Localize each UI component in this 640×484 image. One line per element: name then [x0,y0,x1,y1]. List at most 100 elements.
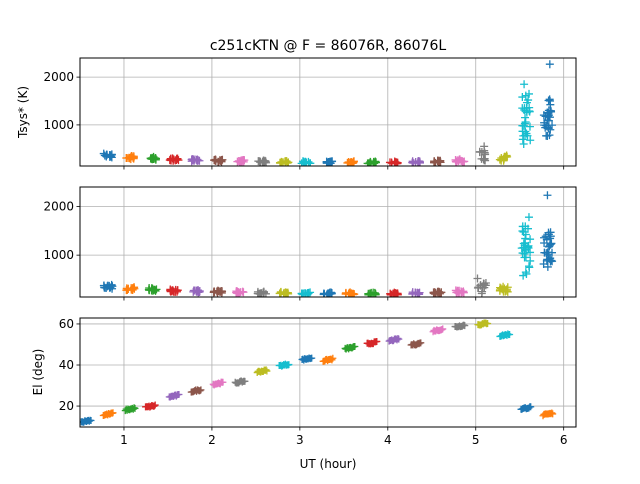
tsys-marker [303,289,312,297]
tsys-marker [148,154,157,163]
x-tick-label: 3 [296,433,304,447]
el-marker [262,366,270,374]
el-marker [506,331,514,339]
tsys-marker [521,230,530,239]
el-marker [263,367,271,375]
tsys-marker [148,284,157,293]
el-marker [151,401,159,409]
el-marker [131,404,139,412]
tsys-marker [525,89,534,98]
tsys-marker [283,289,292,297]
el-marker [439,325,447,333]
tsys-marker [325,157,334,166]
tsys-marker [107,150,116,159]
el-marker [285,361,293,369]
tsys-marker [525,107,534,116]
tsys-marker [190,156,199,165]
tsys-marker [413,288,422,297]
tsys-marker [539,259,548,268]
tsys-marker [393,158,402,166]
tsys-marker [392,159,401,166]
tsys-marker [526,136,535,145]
tsys-marker [546,240,555,249]
tsys-marker [496,283,505,292]
tsys-marker [503,283,512,292]
x-tick-label: 2 [208,433,216,447]
tsys-marker [473,274,482,283]
tsys-marker [147,286,156,295]
el-marker [329,354,337,362]
tsys-marker [522,98,531,107]
tsys-marker [235,157,244,166]
chart-title: c251cKTN @ F = 86076R, 86076L [210,38,447,54]
data-series [80,319,557,426]
el-marker [373,337,381,345]
tsys-marker [545,60,554,69]
tsys-marker [323,289,332,297]
tsys-marker [434,288,443,297]
tsys-marker [474,283,483,292]
tsys-marker [167,287,176,296]
el-marker [109,409,117,417]
tsys-marker [548,121,557,130]
y-axis-label-el: El (deg) [31,349,45,396]
el-marker [328,356,336,364]
x-tick-label: 1 [120,433,128,447]
tsys-marker [282,157,291,166]
tsys-marker [546,257,555,266]
y-axis-label-tsys: Tsys* (K) [16,86,30,139]
y-tick-label: 60 [59,317,74,331]
tsys-marker [477,289,486,297]
tsys-marker [165,156,174,165]
el-marker [527,403,535,411]
tsys-marker [107,281,116,290]
tsys-marker [152,285,161,294]
tsys-marker [344,158,353,166]
y-tick-label: 2000 [43,199,74,213]
tsys-marker [124,153,133,162]
el-marker [484,320,492,328]
el-marker [308,354,316,362]
axes-frame [79,186,577,298]
tsys-marker [518,135,527,144]
tsys-marker [298,290,307,297]
tsys-marker [233,288,242,297]
tsys-marker [393,290,402,297]
tsys-marker [392,289,401,297]
tsys-marker [210,288,219,297]
tsys-marker [433,287,442,296]
y-tick-label: 2000 [43,70,74,84]
tsys-marker [479,154,488,163]
tsys-marker [518,93,527,102]
el-marker [394,334,402,342]
tsys-marker [106,283,115,292]
tsys-marker [168,286,177,295]
tsys-marker [100,151,109,160]
panel-1: 1000 2000 [43,186,577,301]
tsys-marker [519,140,528,149]
tsys-marker [520,80,529,89]
tsys-marker [546,100,555,109]
tsys-marker [429,289,438,297]
y-tick-label: 40 [59,358,74,372]
tsys-marker [521,222,530,231]
tsys-marker [365,289,374,297]
y-tick-label: 1000 [43,248,74,262]
el-marker [87,417,95,425]
tsys-marker [526,235,535,244]
tsys-marker [517,244,526,253]
x-tick-label: 6 [560,433,568,447]
data-series [99,60,557,166]
panel-0: 1000 2000 [43,57,577,170]
tsys-marker [211,156,220,165]
x-tick-label: 5 [472,433,480,447]
el-marker [351,342,359,350]
tsys-marker [99,281,108,290]
tsys-marker [521,113,530,122]
tsys-marker [521,253,530,262]
el-marker [219,378,227,386]
el-marker [150,402,158,410]
tsys-marker [480,146,489,155]
